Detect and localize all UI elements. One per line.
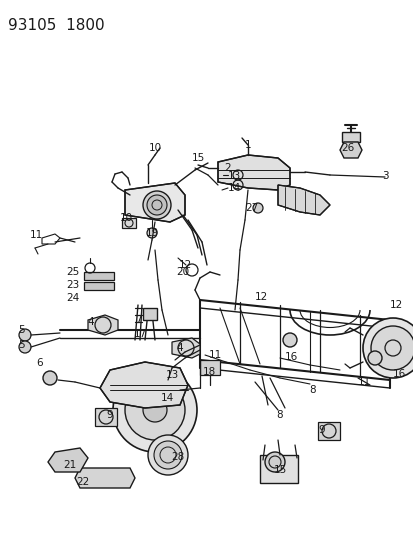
Text: 6: 6 — [37, 358, 43, 368]
Circle shape — [154, 441, 182, 469]
Text: 20: 20 — [176, 267, 189, 277]
Polygon shape — [88, 315, 118, 335]
Text: 3: 3 — [381, 171, 387, 181]
Text: 1: 1 — [244, 140, 251, 150]
Text: 18: 18 — [202, 367, 215, 377]
Circle shape — [264, 452, 284, 472]
Polygon shape — [100, 362, 188, 408]
Text: 10: 10 — [119, 213, 132, 223]
Text: 11: 11 — [29, 230, 43, 240]
Text: 22: 22 — [76, 477, 89, 487]
Text: 13: 13 — [227, 171, 240, 181]
Text: 12: 12 — [389, 300, 402, 310]
Text: 4: 4 — [88, 317, 94, 327]
Text: 4: 4 — [176, 343, 183, 353]
Circle shape — [282, 333, 296, 347]
Polygon shape — [218, 155, 289, 190]
Text: 2: 2 — [224, 163, 231, 173]
Polygon shape — [125, 183, 185, 222]
Text: 19: 19 — [145, 228, 158, 238]
Text: 24: 24 — [66, 293, 79, 303]
Text: 16: 16 — [284, 352, 297, 362]
Bar — [317, 422, 339, 440]
Circle shape — [370, 326, 413, 370]
Circle shape — [142, 398, 166, 422]
Circle shape — [113, 368, 197, 452]
Text: 9: 9 — [107, 410, 113, 420]
Polygon shape — [171, 338, 199, 358]
Text: 26: 26 — [341, 143, 354, 153]
Circle shape — [147, 435, 188, 475]
Bar — [341, 132, 359, 142]
Circle shape — [362, 318, 413, 378]
Text: 17: 17 — [133, 329, 146, 339]
Text: 13: 13 — [165, 370, 178, 380]
Bar — [95, 408, 117, 426]
Polygon shape — [339, 142, 361, 158]
Text: 27: 27 — [245, 203, 258, 213]
Polygon shape — [277, 185, 329, 215]
Text: 11: 11 — [208, 350, 221, 360]
Bar — [84, 282, 114, 290]
Text: 5: 5 — [19, 340, 25, 350]
Text: 9: 9 — [318, 425, 325, 435]
Text: 8: 8 — [276, 410, 282, 420]
Bar — [199, 360, 219, 375]
Text: 23: 23 — [66, 280, 79, 290]
Circle shape — [43, 371, 57, 385]
Bar — [259, 455, 297, 483]
Circle shape — [142, 191, 171, 219]
Text: 8: 8 — [309, 385, 316, 395]
Circle shape — [19, 329, 31, 341]
Polygon shape — [75, 468, 135, 488]
Text: 15: 15 — [273, 465, 286, 475]
Circle shape — [367, 351, 381, 365]
Text: 21: 21 — [63, 460, 76, 470]
Text: 11: 11 — [356, 377, 370, 387]
Circle shape — [147, 228, 157, 238]
Text: 12: 12 — [254, 292, 267, 302]
Bar — [84, 272, 114, 280]
Circle shape — [147, 195, 166, 215]
Bar — [142, 308, 157, 320]
Circle shape — [252, 203, 262, 213]
Circle shape — [19, 341, 31, 353]
Text: 7: 7 — [134, 315, 141, 325]
Text: 12: 12 — [178, 260, 191, 270]
Text: 10: 10 — [148, 143, 161, 153]
Text: 5: 5 — [19, 325, 25, 335]
Text: 15: 15 — [191, 153, 204, 163]
Text: 25: 25 — [66, 267, 79, 277]
Text: 14: 14 — [227, 183, 240, 193]
Polygon shape — [48, 448, 88, 472]
Circle shape — [125, 380, 185, 440]
Text: 28: 28 — [171, 452, 184, 462]
Text: 14: 14 — [160, 393, 173, 403]
Text: 93105  1800: 93105 1800 — [8, 18, 104, 33]
Bar — [122, 218, 136, 228]
Text: 16: 16 — [392, 369, 405, 379]
